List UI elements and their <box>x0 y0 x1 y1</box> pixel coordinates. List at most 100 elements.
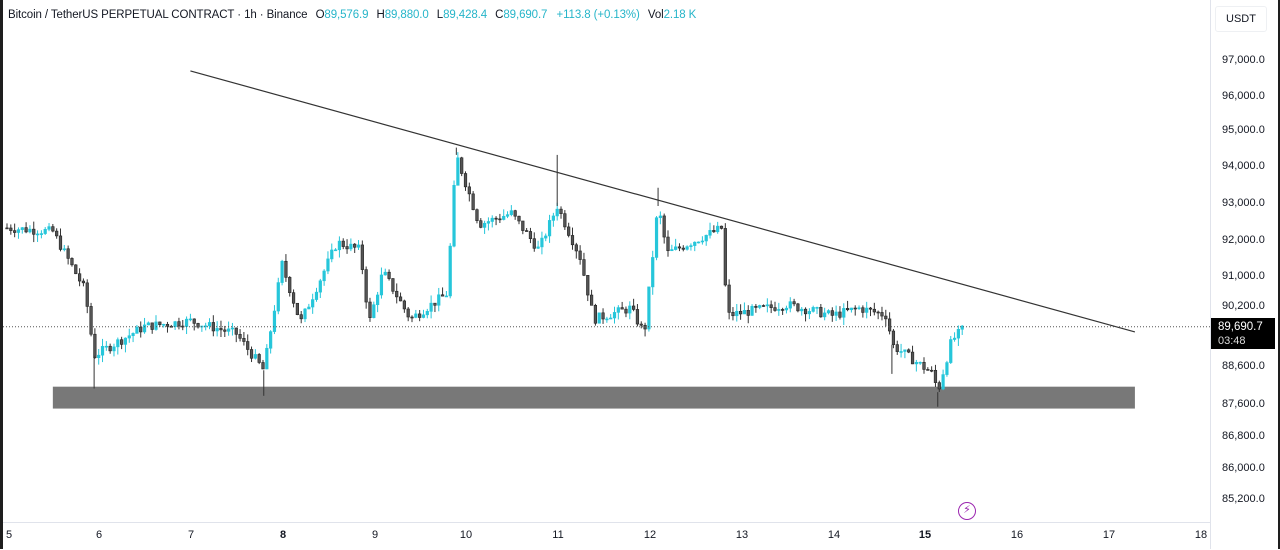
candle-body <box>162 323 166 326</box>
lightning-bolt-icon[interactable]: ⚡︎ <box>958 502 976 520</box>
candle-body <box>326 258 330 272</box>
candle-body <box>670 249 674 252</box>
candle-body <box>483 222 487 228</box>
candle-body <box>784 307 789 311</box>
candle-body <box>230 327 235 330</box>
candle-body <box>372 304 376 318</box>
candle-body <box>135 326 139 334</box>
price-tick: 90,200.0 <box>1222 300 1265 312</box>
currency-button[interactable]: USDT <box>1215 6 1267 32</box>
candle-body <box>16 229 21 233</box>
date-tick: 17 <box>1102 529 1116 541</box>
candle-body <box>845 308 850 311</box>
candle-body <box>318 280 322 293</box>
candle-body <box>834 311 838 316</box>
symbol-title[interactable]: Bitcoin / TetherUS PERPETUAL CONTRACT · … <box>8 9 308 21</box>
candle-body <box>838 311 842 318</box>
candle-body <box>421 314 426 318</box>
candle-body <box>127 335 131 339</box>
candle-body <box>77 273 82 282</box>
candle-body <box>173 321 177 328</box>
candle-body <box>754 305 758 308</box>
candle-body <box>872 308 876 313</box>
candle-body <box>307 306 311 310</box>
candle-body <box>677 246 682 249</box>
candle-body <box>593 305 598 324</box>
candle-body <box>139 326 143 333</box>
candle-body <box>475 209 479 221</box>
candle-body <box>184 318 189 327</box>
candle-body <box>448 245 452 297</box>
date-tick: 7 <box>187 529 195 541</box>
candle-body <box>276 282 280 312</box>
candle-body <box>154 321 158 330</box>
candle-body <box>517 215 521 222</box>
candle-body <box>937 382 941 390</box>
candle-body <box>387 271 391 279</box>
bar-countdown: 03:48 <box>1218 335 1246 347</box>
candle-body <box>582 259 586 276</box>
candle-body <box>949 339 953 363</box>
open-value: 89,576.9 <box>324 9 369 21</box>
candle-body <box>467 186 471 195</box>
candle-body <box>39 233 43 235</box>
volume-label: Vol <box>647 9 664 21</box>
candle-body <box>826 310 831 314</box>
candle-body <box>884 315 888 320</box>
price-tick: 91,000.0 <box>1222 270 1265 282</box>
candle-body <box>379 274 384 296</box>
close-label: C <box>495 9 504 21</box>
candle-body <box>330 249 334 260</box>
candle-body <box>589 294 594 306</box>
date-tick: 15 <box>918 529 932 541</box>
price-tick: 92,000.0 <box>1222 234 1265 246</box>
candle-body <box>456 157 460 186</box>
candle-body <box>914 361 918 365</box>
candle-body <box>406 308 410 318</box>
candle-body <box>192 318 196 324</box>
candle-body <box>811 307 815 312</box>
candle-body <box>146 322 150 326</box>
candle-body <box>383 271 387 276</box>
candle-body <box>9 227 13 231</box>
candle-body <box>819 307 823 318</box>
candle-body <box>20 227 24 230</box>
high-label: H <box>376 9 385 21</box>
candle-body <box>398 296 403 302</box>
candle-body <box>74 264 78 275</box>
price-tick: 96,000.0 <box>1222 90 1265 102</box>
candle-body <box>716 225 720 233</box>
candle-body <box>253 354 257 359</box>
candle-body <box>440 294 445 297</box>
change-value: +113.8 (+0.13%) <box>556 9 640 21</box>
candle-body <box>544 235 548 239</box>
candle-body <box>66 248 70 259</box>
date-tick: 6 <box>95 529 103 541</box>
candle-body <box>410 316 414 319</box>
candle-body <box>746 310 750 316</box>
price-tick: 95,000.0 <box>1222 124 1265 136</box>
date-tick: 11 <box>552 529 564 541</box>
candle-body <box>257 354 261 363</box>
candle-body <box>158 321 162 325</box>
candle-body <box>910 351 915 365</box>
date-tick: 13 <box>735 529 749 541</box>
candle-body <box>502 215 506 220</box>
candle-body <box>803 308 808 315</box>
candle-body <box>322 270 326 282</box>
candle-body <box>13 230 17 233</box>
candle-body <box>956 328 960 339</box>
candle-body <box>234 327 238 335</box>
candle-body <box>903 349 907 352</box>
candle-body <box>696 241 701 244</box>
candle-body <box>586 275 590 296</box>
candle-body <box>926 369 930 371</box>
price-axis[interactable] <box>1210 0 1278 549</box>
candle-body <box>700 240 704 243</box>
price-tick: 88,600.0 <box>1222 360 1265 372</box>
time-axis[interactable] <box>3 522 1210 550</box>
chart-plot-area[interactable] <box>0 0 1210 522</box>
date-tick: 16 <box>1010 529 1024 541</box>
candle-body <box>418 313 422 318</box>
candle-body <box>85 282 89 307</box>
